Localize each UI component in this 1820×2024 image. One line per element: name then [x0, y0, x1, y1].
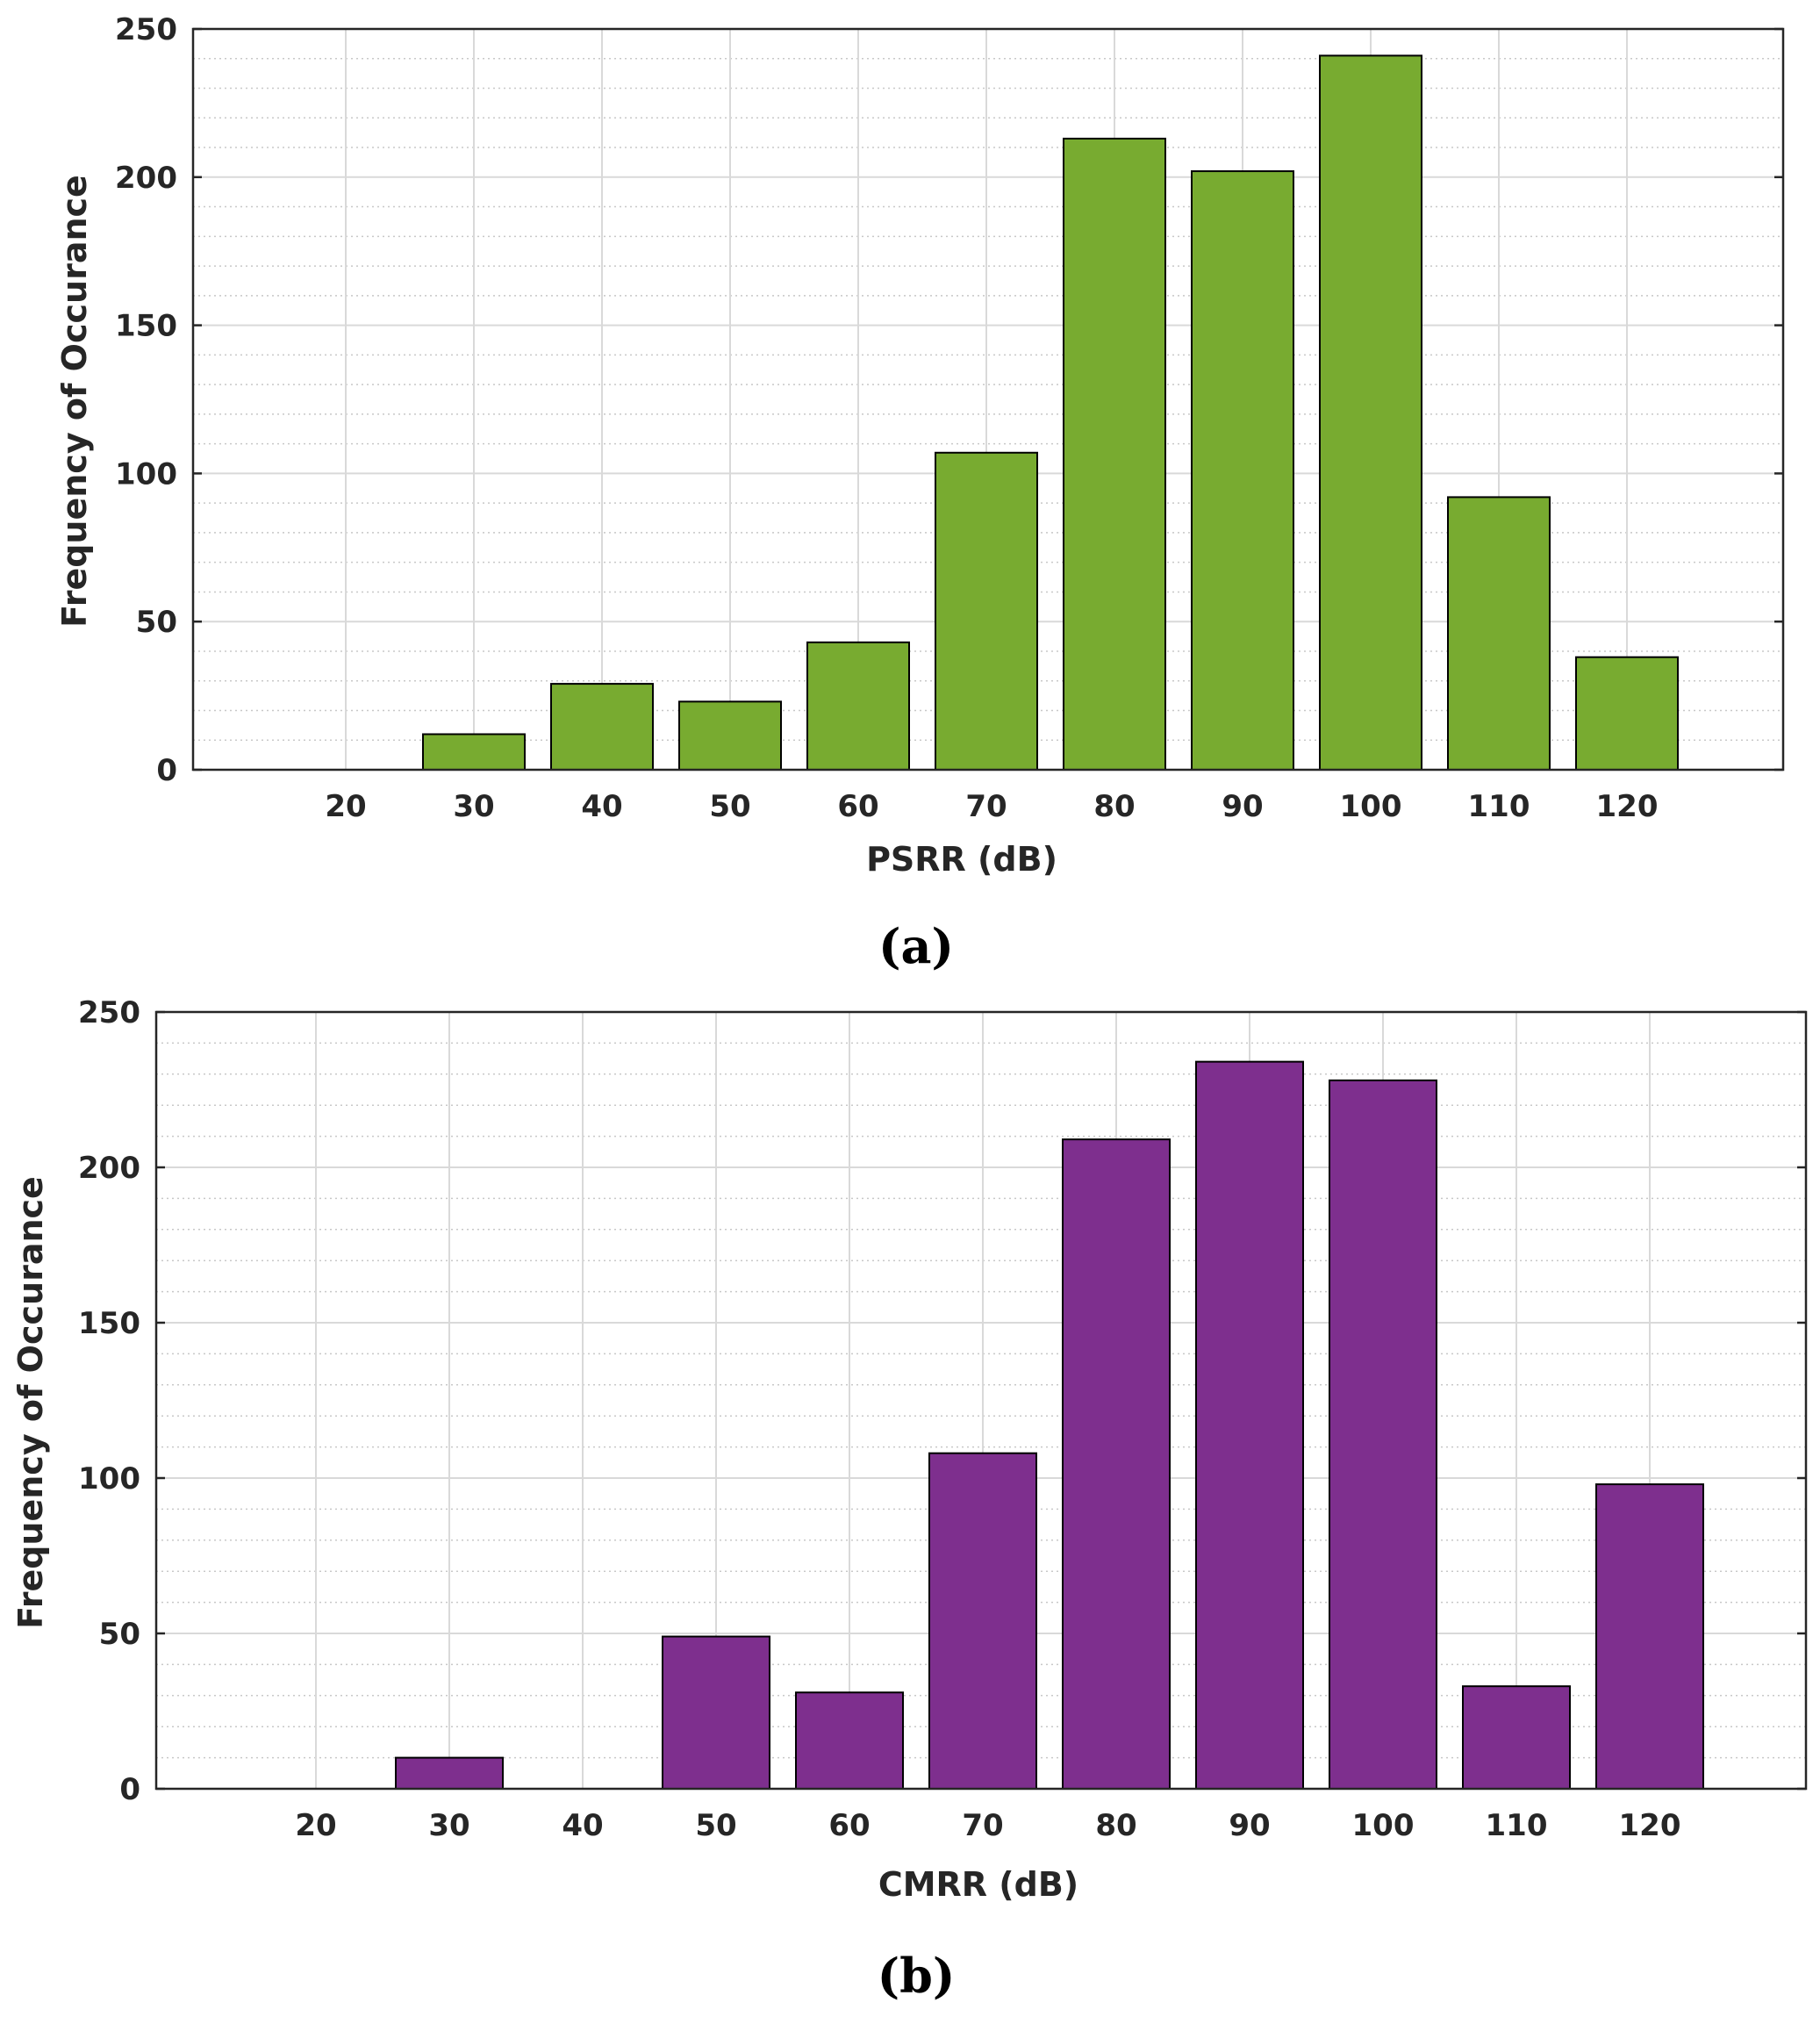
- x-tick-label: 110: [1486, 1808, 1548, 1843]
- y-tick-label: 50: [99, 1617, 140, 1652]
- y-tick-label: 100: [115, 456, 177, 492]
- panel-label: (a): [878, 918, 954, 974]
- x-axis-label: PSRR (dB): [866, 840, 1057, 879]
- x-tick-label: 20: [325, 789, 366, 824]
- panel-label: (b): [878, 1948, 956, 2004]
- x-tick-label: 70: [962, 1808, 1003, 1843]
- bar-90: [1195, 1060, 1304, 1790]
- y-tick-label: 0: [156, 753, 177, 788]
- y-tick-label: 150: [115, 309, 177, 344]
- y-ticks: 0 50 100 150 200 250: [115, 12, 1783, 788]
- x-tick-label: 80: [1093, 789, 1135, 824]
- bar-60: [795, 1691, 904, 1791]
- bar-100: [1319, 54, 1422, 772]
- bar-70: [928, 1452, 1037, 1791]
- x-tick-label: 120: [1619, 1808, 1681, 1843]
- y-tick-label: 200: [115, 161, 177, 196]
- bar-120: [1575, 656, 1679, 771]
- bar-30: [422, 733, 526, 771]
- bar-80: [1062, 1138, 1171, 1790]
- x-ticks: 20 30 40 50 60 70 80 90 100 110 120: [295, 1808, 1680, 1843]
- plot-frame: [191, 27, 1785, 772]
- bar-120: [1595, 1483, 1704, 1790]
- bar-70: [935, 451, 1038, 771]
- x-tick-label: 60: [828, 1808, 870, 1843]
- x-tick-label: 100: [1340, 789, 1402, 824]
- x-tick-label: 30: [428, 1808, 469, 1843]
- bar-90: [1191, 170, 1294, 772]
- bar-100: [1329, 1079, 1437, 1790]
- x-tick-label: 40: [581, 789, 622, 824]
- x-tick-label: 100: [1352, 1808, 1415, 1843]
- x-axis-label: CMRR (dB): [878, 1865, 1078, 1904]
- y-tick-label: 100: [78, 1461, 140, 1496]
- bars: [395, 1060, 1704, 1791]
- x-tick-label: 40: [562, 1808, 603, 1843]
- y-tick-label: 0: [119, 1772, 140, 1807]
- y-tick-label: 250: [78, 995, 140, 1030]
- x-tick-label: 90: [1229, 1808, 1270, 1843]
- bar-80: [1063, 137, 1166, 772]
- x-tick-label: 120: [1596, 789, 1659, 824]
- y-tick-label: 50: [136, 605, 177, 640]
- x-tick-label: 60: [837, 789, 878, 824]
- x-ticks: 20 30 40 50 60 70 80 90 100 110 120: [325, 789, 1658, 824]
- bar-50: [662, 1635, 770, 1791]
- x-tick-label: 20: [295, 1808, 336, 1843]
- y-axis-label: Frequency of Occurance: [11, 1176, 50, 1629]
- chart-b: CMRR (dB) Frequency of Occurance (b) 0 50…: [11, 995, 1808, 2004]
- x-tick-label: 50: [695, 1808, 736, 1843]
- bar-60: [806, 641, 910, 771]
- bar-40: [550, 683, 654, 772]
- bar-110: [1462, 1685, 1571, 1791]
- bar-110: [1447, 496, 1551, 772]
- x-tick-label: 110: [1468, 789, 1530, 824]
- plot-frame: [154, 1010, 1808, 1791]
- x-tick-label: 80: [1095, 1808, 1136, 1843]
- chart-a: PSRR (dB) Frequency of Occurance (a) 0 50…: [55, 12, 1785, 974]
- y-ticks: 0 50 100 150 200 250: [78, 995, 1806, 1807]
- bars: [422, 54, 1679, 772]
- x-tick-label: 50: [709, 789, 750, 824]
- bar-50: [678, 700, 782, 771]
- y-tick-label: 200: [78, 1151, 140, 1186]
- y-axis-label: Frequency of Occurance: [55, 175, 94, 628]
- x-tick-label: 30: [453, 789, 494, 824]
- y-tick-label: 150: [78, 1306, 140, 1341]
- bar-30: [395, 1756, 504, 1790]
- y-tick-label: 250: [115, 12, 177, 47]
- x-tick-label: 70: [965, 789, 1007, 824]
- x-tick-label: 90: [1222, 789, 1263, 824]
